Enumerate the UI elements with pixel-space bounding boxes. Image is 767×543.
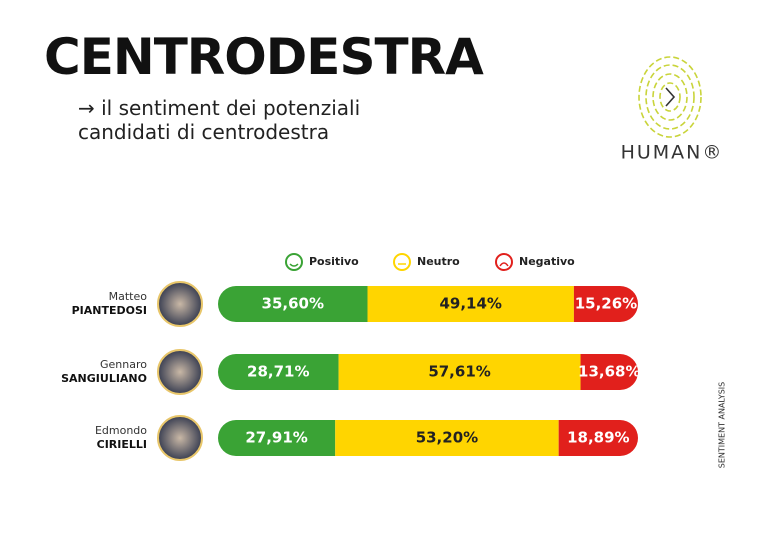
category-label: PIANTEDOSI — [72, 304, 147, 317]
first-name: Matteo — [109, 290, 148, 303]
legend-icon — [285, 253, 303, 271]
bar-segment — [580, 354, 638, 390]
legend-label: Negativo — [519, 255, 575, 268]
subtitle: → il sentiment dei potenziali candidati … — [78, 96, 361, 144]
bar-segment — [367, 286, 574, 322]
title: CENTRODESTRA — [44, 28, 484, 86]
photo — [157, 281, 203, 327]
legend-face — [499, 262, 509, 267]
value-label: 27,91% — [245, 429, 307, 447]
bar-segment — [218, 420, 336, 456]
category-label: SANGIULIANO — [61, 372, 147, 385]
value-label: 57,61% — [428, 363, 490, 381]
logo — [638, 56, 702, 138]
side-label: SENTIMENT ANALYSIS — [718, 382, 727, 468]
value-label: 15,26% — [575, 295, 637, 313]
category-label: CIRIELLI — [97, 438, 147, 451]
value-label: 35,60% — [262, 295, 324, 313]
legend-item: Neutro — [393, 253, 460, 271]
legend-label: Neutro — [417, 255, 460, 268]
legend-label: Positivo — [309, 255, 359, 268]
value-label: 28,71% — [247, 363, 309, 381]
first-name: Edmondo — [95, 424, 147, 437]
bar-segment — [218, 354, 339, 390]
legend-icon — [495, 253, 513, 271]
bar-segment — [335, 420, 559, 456]
bar-segment — [338, 354, 581, 390]
legend-face — [289, 263, 299, 267]
brand: HUMAN® — [621, 142, 724, 164]
value-label: 49,14% — [439, 295, 501, 313]
legend-item: Negativo — [495, 253, 575, 271]
value-label: 53,20% — [416, 429, 478, 447]
bar-segment — [218, 286, 368, 322]
bar-segment — [573, 286, 638, 322]
value-label: 18,89% — [567, 429, 629, 447]
photo — [157, 415, 203, 461]
bar-segment — [558, 420, 638, 456]
first-name: Gennaro — [100, 358, 147, 371]
value-label: 13,68% — [578, 363, 640, 381]
photo — [157, 349, 203, 395]
legend-icon — [393, 253, 411, 271]
legend-item: Positivo — [285, 253, 359, 271]
